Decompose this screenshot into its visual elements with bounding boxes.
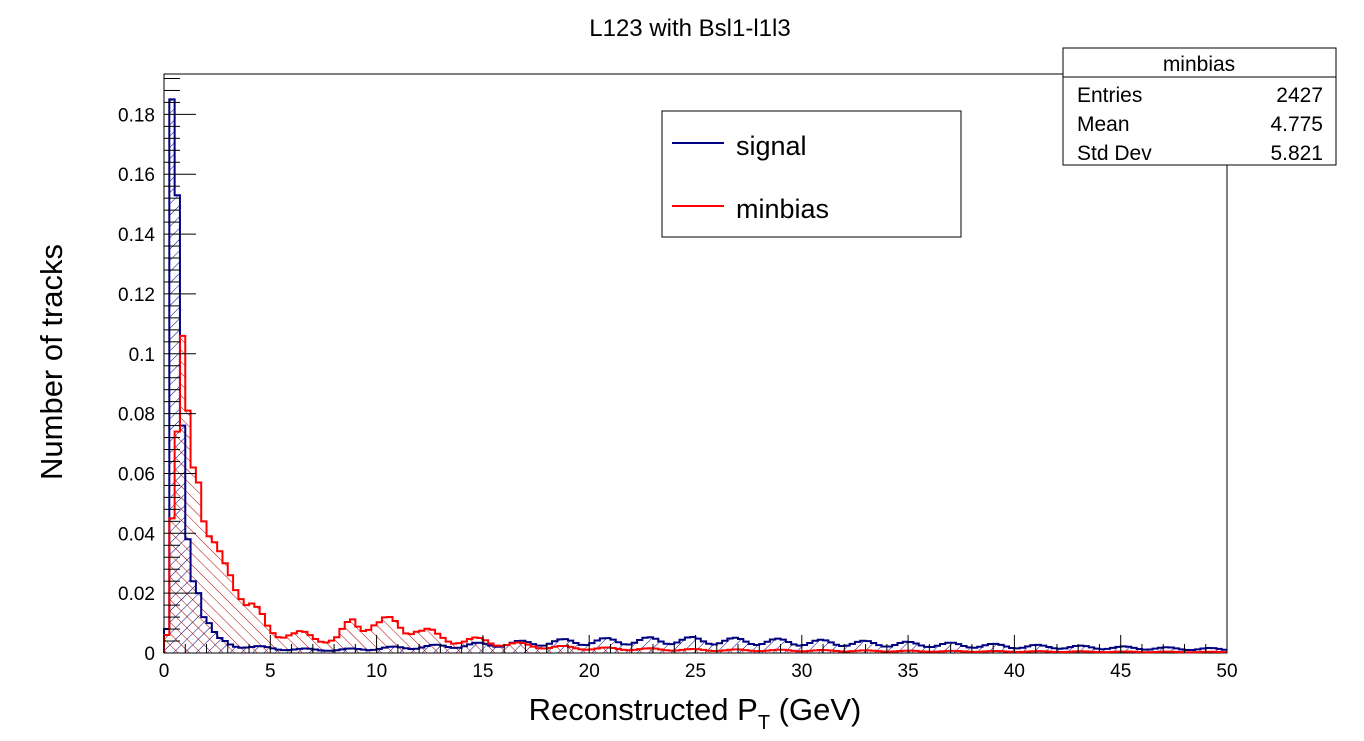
stats-box-frame bbox=[1062, 47, 1337, 166]
y-tick-label: 0.16 bbox=[118, 165, 155, 186]
stats-box-title: minbias bbox=[1163, 53, 1235, 76]
stats-mean-value: 4.775 bbox=[1270, 113, 1323, 136]
x-axis-label: Reconstructed PT (GeV) bbox=[529, 692, 862, 734]
y-tick-label: 0.02 bbox=[118, 584, 155, 605]
y-tick-label: 0.18 bbox=[118, 105, 155, 126]
legend-signal-label: signal bbox=[736, 131, 807, 161]
y-tick-label: 0.04 bbox=[118, 524, 155, 545]
stats-mean-label: Mean bbox=[1077, 113, 1130, 136]
y-tick-label: 0.08 bbox=[118, 405, 155, 426]
legend: signal minbias bbox=[661, 110, 962, 238]
x-tick-label: 20 bbox=[579, 661, 600, 682]
stats-box: minbias Entries 2427 Mean 4.775 Std Dev … bbox=[1062, 47, 1337, 166]
x-axis-label-unit: (GeV) bbox=[770, 692, 861, 727]
y-tick-label: 0.14 bbox=[118, 225, 155, 246]
stats-stddev-label: Std Dev bbox=[1077, 142, 1152, 165]
y-axis-label: Number of tracks bbox=[34, 244, 69, 480]
x-tick-label: 30 bbox=[791, 661, 812, 682]
stats-entries-value: 2427 bbox=[1276, 84, 1323, 107]
x-tick-label: 25 bbox=[685, 661, 706, 682]
stats-stddev-value: 5.821 bbox=[1270, 142, 1323, 165]
y-tick-label: 0 bbox=[144, 644, 155, 665]
chart-title: L123 with Bsl1-l1l3 bbox=[589, 15, 790, 42]
legend-box bbox=[661, 110, 962, 238]
y-tick-label: 0.1 bbox=[129, 345, 155, 366]
x-axis-label-subscript: T bbox=[758, 712, 770, 734]
series-minbias-fill bbox=[164, 335, 1227, 653]
y-axis: 0 0.02 0.04 0.06 0.08 0.1 0.12 0.14 0.16 0.18 bbox=[118, 77, 196, 665]
x-tick-label: 10 bbox=[366, 661, 387, 682]
x-tick-label: 15 bbox=[472, 661, 493, 682]
x-axis: 0 5 10 15 20 25 30 35 40 45 50 bbox=[159, 635, 1238, 682]
x-tick-label: 0 bbox=[159, 661, 170, 682]
stats-entries-label: Entries bbox=[1077, 84, 1142, 107]
series-minbias-line bbox=[163, 334, 1227, 654]
x-tick-label: 50 bbox=[1216, 661, 1237, 682]
y-tick-label: 0.06 bbox=[118, 464, 155, 485]
legend-minbias-label: minbias bbox=[736, 194, 829, 224]
y-tick-label: 0.12 bbox=[118, 285, 155, 306]
x-tick-label: 35 bbox=[898, 661, 919, 682]
x-tick-label: 40 bbox=[1004, 661, 1025, 682]
x-tick-label: 5 bbox=[265, 661, 276, 682]
x-axis-label-main: Reconstructed P bbox=[529, 692, 758, 727]
x-tick-label: 45 bbox=[1110, 661, 1131, 682]
